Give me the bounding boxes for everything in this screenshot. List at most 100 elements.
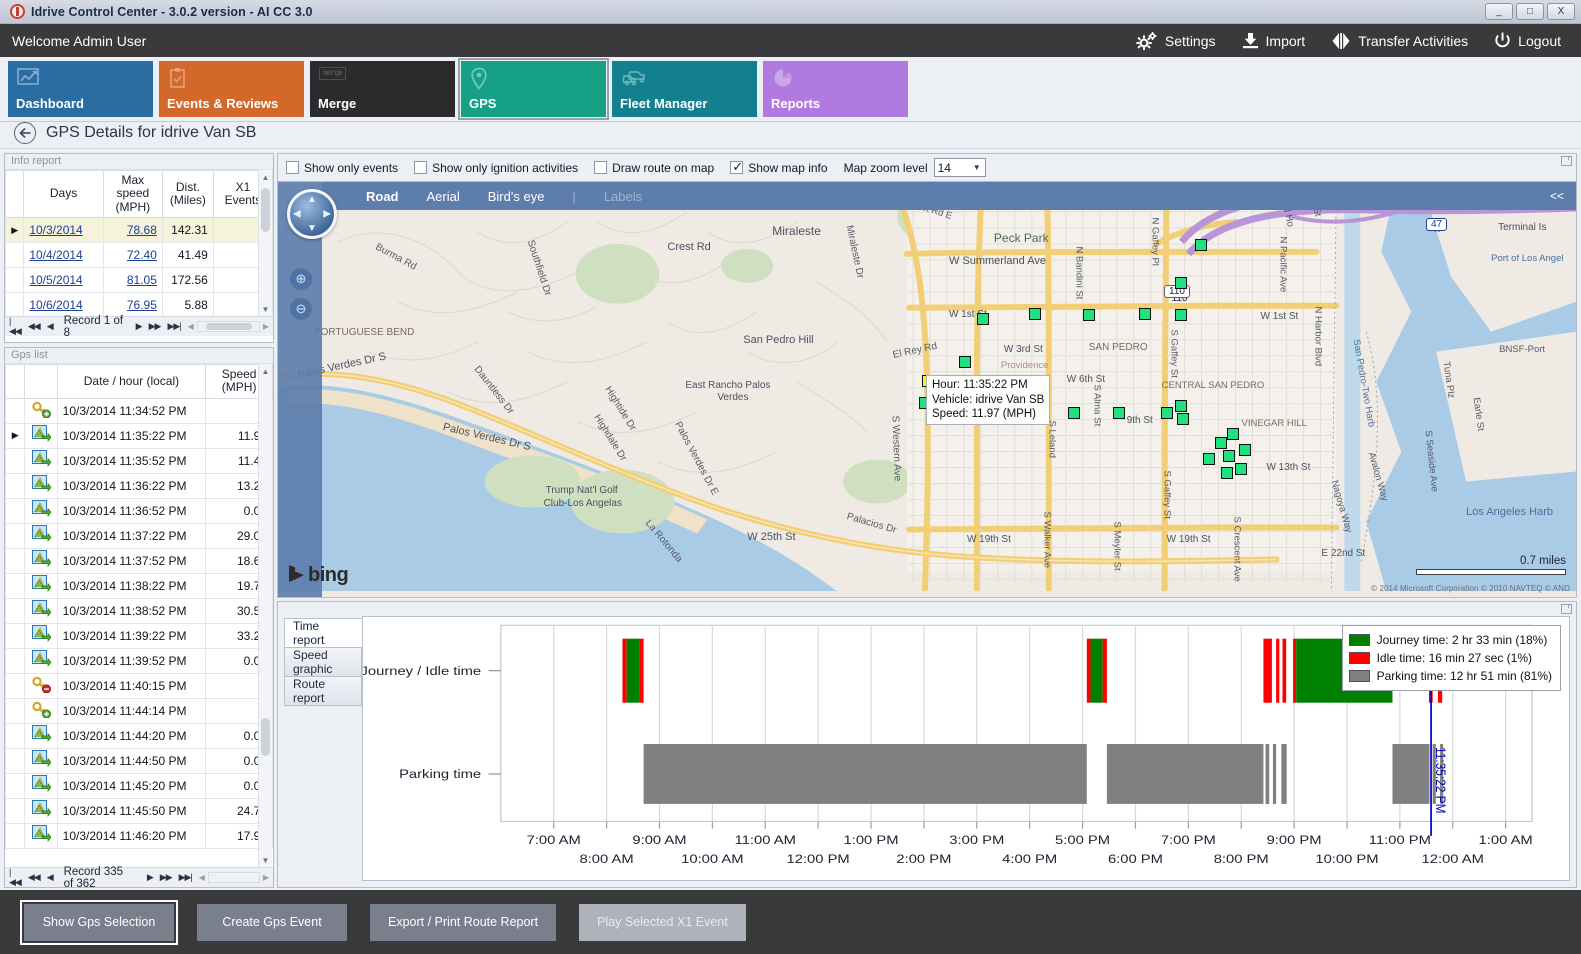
show-only-ignition-checkbox[interactable]: Show only ignition activities [414, 161, 578, 175]
first-record-button[interactable]: |◀◀ [9, 867, 22, 887]
transfer-activities-button[interactable]: Transfer Activities [1331, 32, 1468, 50]
module-tile-gps[interactable]: GPS [458, 58, 609, 120]
table-row[interactable]: 10/6/2014 76.95 5.88 [5, 292, 273, 316]
gps-marker[interactable] [1220, 467, 1233, 480]
max-speed-link[interactable]: 81.05 [126, 273, 157, 288]
export-print-route-report-button[interactable]: Export / Print Route Report [370, 903, 557, 941]
create-gps-event-button[interactable]: Create Gps Event [197, 903, 347, 941]
table-row[interactable]: 10/3/2014 11:38:52 PM 30.55 [5, 597, 273, 624]
hscroll-track[interactable] [196, 321, 260, 332]
hscroll-thumb[interactable] [205, 323, 252, 330]
gps-marker[interactable] [1112, 406, 1125, 419]
pan-left-icon[interactable]: ◀ [293, 208, 301, 220]
gps-marker[interactable] [1138, 308, 1151, 321]
gps-marker[interactable] [1176, 412, 1189, 425]
gps-marker[interactable] [1226, 427, 1239, 440]
scroll-up-arrow[interactable]: ▲ [259, 170, 272, 184]
map-view-road[interactable]: Road [366, 188, 399, 204]
show-only-events-checkbox[interactable]: Show only events [286, 161, 398, 175]
map-toolbar-collapse-button[interactable]: << [1549, 189, 1564, 203]
table-row[interactable]: 10/3/2014 11:39:52 PM 0.00 [5, 647, 273, 674]
gps-marker[interactable] [976, 313, 989, 326]
last-record-button[interactable]: ▶▶| [167, 321, 181, 331]
table-row[interactable]: 10/3/2014 11:34:52 PM [5, 397, 273, 424]
table-row[interactable]: 10/3/2014 11:37:52 PM 18.63 [5, 547, 273, 574]
map-pan-control[interactable]: ▲ ▼ ◀ ▶ [287, 189, 337, 239]
table-row[interactable]: 10/3/2014 11:45:50 PM 24.75 [5, 797, 273, 824]
back-button[interactable] [14, 121, 36, 144]
prev-page-button[interactable]: ◀◀ [27, 872, 41, 882]
day-link[interactable]: 10/4/2014 [29, 248, 83, 263]
minimize-button[interactable]: _ [1485, 3, 1513, 20]
table-row[interactable]: 10/3/2014 11:40:15 PM [5, 672, 273, 699]
table-row[interactable]: 10/3/2014 11:44:20 PM 0.00 [5, 722, 273, 749]
hscroll-left-arrow[interactable]: ◀ [198, 873, 205, 882]
scroll-up-arrow[interactable]: ▲ [259, 364, 272, 378]
pan-up-icon[interactable]: ▲ [307, 194, 317, 205]
gps-marker[interactable] [1222, 450, 1235, 463]
close-button[interactable]: X [1547, 3, 1575, 20]
max-speed-link[interactable]: 76.95 [126, 298, 157, 313]
table-row[interactable]: 10/3/2014 11:37:22 PM 29.05 [5, 522, 273, 549]
gps-list-col-datetime[interactable]: Date / hour (local) [56, 364, 207, 399]
table-row[interactable]: 10/3/2014 11:39:22 PM 33.21 [5, 622, 273, 649]
map-view-birds-eye[interactable]: Bird's eye [487, 188, 545, 204]
max-speed-link[interactable]: 78.68 [126, 223, 157, 238]
settings-button[interactable]: Settings [1136, 31, 1216, 50]
map-zoom-level-select[interactable]: 14 ▼ [933, 158, 986, 177]
gps-marker[interactable] [1238, 443, 1251, 456]
hscroll-right-arrow[interactable]: ▶ [262, 873, 269, 882]
next-record-button[interactable]: ▶ [135, 321, 143, 331]
tab-speed-graphic[interactable]: Speed graphic [284, 646, 362, 677]
info-report-col-days[interactable]: Days [23, 170, 104, 219]
prev-record-button[interactable]: ◀ [46, 872, 54, 882]
gps-marker[interactable] [1174, 309, 1187, 322]
info-report-col-max-speed[interactable]: Max speed (MPH) [102, 170, 163, 219]
info-report-vertical-scrollbar[interactable]: ▲ ▼ [258, 170, 272, 316]
gps-marker[interactable] [958, 355, 971, 368]
table-row[interactable]: 10/3/2014 11:44:14 PM [5, 697, 273, 724]
day-link[interactable]: 10/3/2014 [29, 223, 83, 238]
map-view-aerial[interactable]: Aerial [426, 188, 460, 204]
maximize-button[interactable]: □ [1516, 3, 1544, 20]
next-record-button[interactable]: ▶ [146, 872, 154, 882]
scroll-down-arrow[interactable]: ▼ [259, 302, 272, 316]
hscroll-right-arrow[interactable]: ▶ [262, 322, 269, 331]
module-tile-reports[interactable]: Reports [763, 61, 908, 117]
prev-page-button[interactable]: ◀◀ [27, 321, 41, 331]
scroll-thumb[interactable] [261, 718, 270, 756]
last-record-button[interactable]: ▶▶| [178, 872, 193, 882]
table-row[interactable]: 10/3/2014 11:36:22 PM 13.28 [5, 472, 273, 499]
tab-route-report[interactable]: Route report [284, 675, 362, 706]
table-row[interactable]: 10/4/2014 72.40 41.49 [5, 242, 273, 269]
gps-list-horizontal-scrollbar[interactable]: ◀ ▶ [199, 872, 269, 883]
show-gps-selection-button[interactable]: Show Gps Selection [20, 899, 178, 945]
gps-marker[interactable] [1067, 406, 1080, 419]
map-panel-restore-button[interactable] [1561, 156, 1572, 166]
gps-list-vertical-scrollbar[interactable]: ▲ ▼ [258, 364, 272, 867]
scroll-down-arrow[interactable]: ▼ [259, 853, 272, 867]
module-tile-events-reviews[interactable]: Events & Reviews [159, 61, 304, 117]
info-report-horizontal-scrollbar[interactable]: ◀ ▶ [188, 321, 269, 332]
draw-route-checkbox[interactable]: Draw route on map [594, 161, 714, 175]
table-row[interactable]: 10/3/2014 11:44:50 PM 0.00 [5, 747, 273, 774]
module-tile-merge[interactable]: merge Merge [310, 61, 455, 117]
tab-time-report[interactable]: Time report [284, 617, 362, 648]
pan-down-icon[interactable]: ▼ [307, 223, 317, 234]
table-row[interactable]: 10/5/2014 81.05 172.56 [5, 267, 273, 294]
import-button[interactable]: Import [1242, 32, 1305, 49]
map-view[interactable]: Miraleste Crest Rd Burma Rd Southfield Dr Mi… [277, 181, 1577, 598]
module-tile-dashboard[interactable]: Dashboard [8, 61, 153, 117]
first-record-button[interactable]: |◀◀ [9, 316, 22, 336]
table-row[interactable]: ▶ 10/3/2014 11:35:22 PM 11.97 [5, 422, 273, 449]
gps-marker[interactable] [1194, 238, 1207, 251]
day-link[interactable]: 10/6/2014 [29, 298, 83, 313]
gps-marker[interactable] [1028, 308, 1041, 321]
gps-marker[interactable] [1174, 277, 1187, 290]
next-page-button[interactable]: ▶▶ [148, 321, 162, 331]
table-row[interactable]: 10/3/2014 11:36:52 PM 0.00 [5, 497, 273, 524]
map-zoom-out-button[interactable]: ⊖ [290, 298, 312, 320]
gps-marker[interactable] [1214, 436, 1227, 449]
scroll-thumb[interactable] [261, 188, 270, 232]
pan-right-icon[interactable]: ▶ [323, 208, 331, 220]
